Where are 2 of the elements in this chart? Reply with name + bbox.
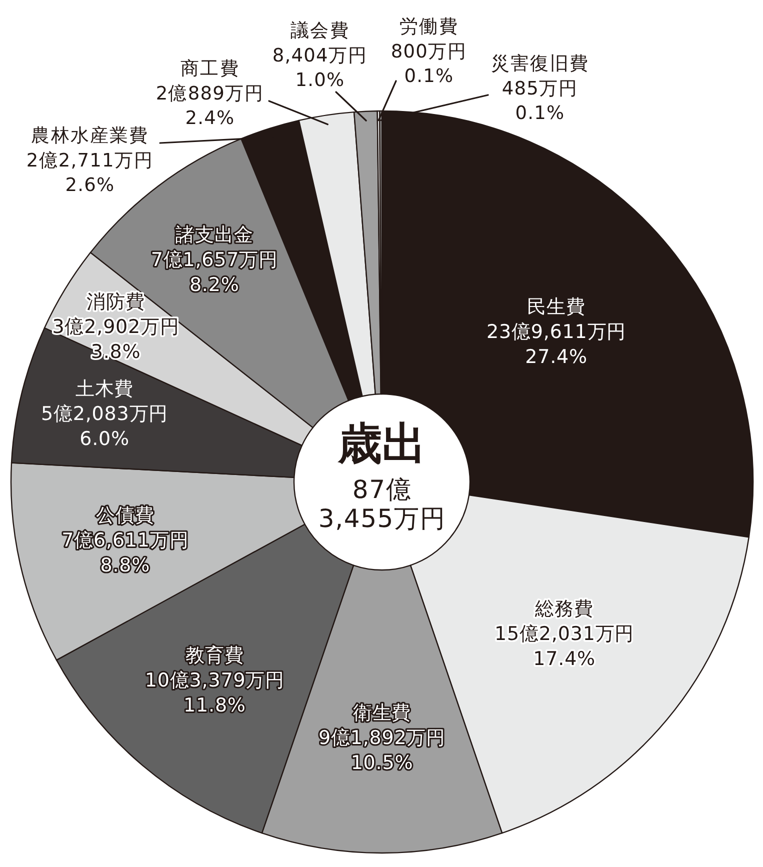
title: 歳出 <box>338 418 426 470</box>
subtitle: 87億 3,455万円 <box>318 474 446 532</box>
